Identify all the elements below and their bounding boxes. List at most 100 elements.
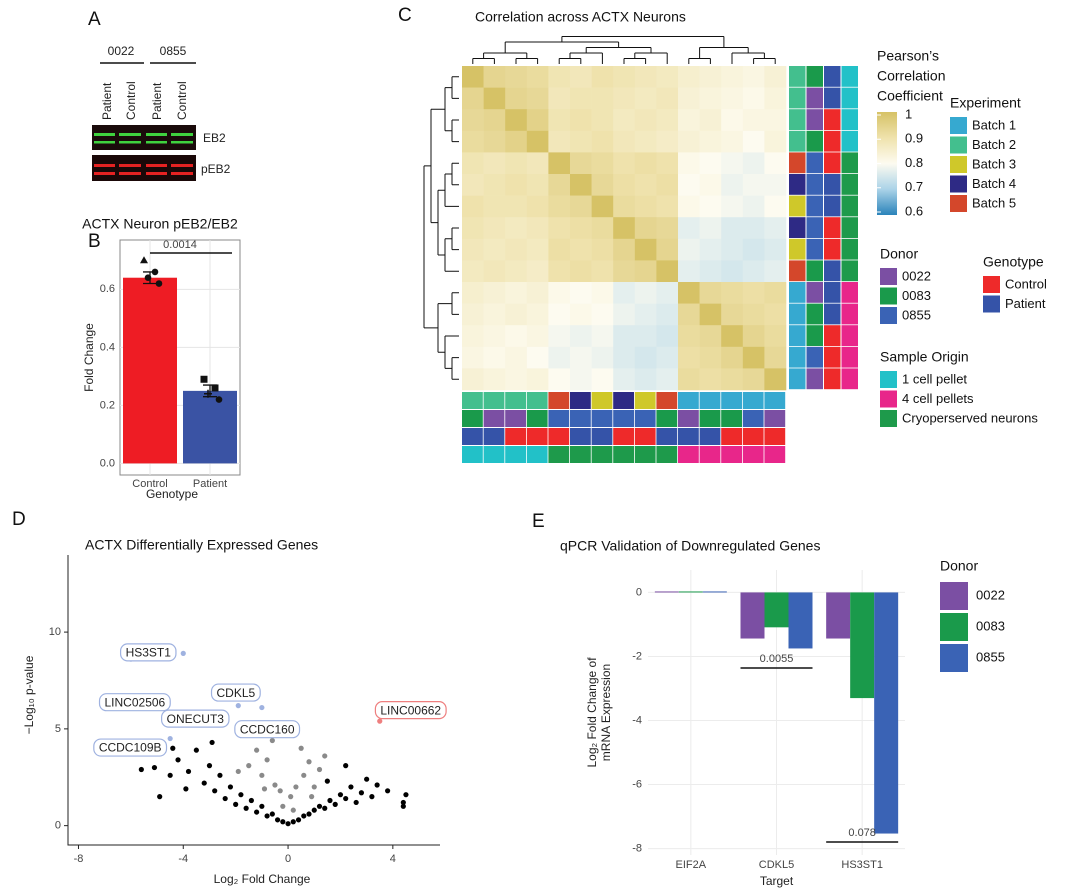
- annotation-cell: [806, 109, 823, 130]
- label-box: [93, 738, 168, 757]
- legend-swatch: [880, 410, 897, 427]
- heatmap-cell: [505, 109, 528, 132]
- heatmap-cell: [678, 346, 700, 369]
- annotation-cell: [841, 303, 858, 325]
- heatmap-cell: [462, 368, 484, 391]
- annotation-cell: [548, 392, 570, 409]
- heatmap-cell: [699, 87, 722, 110]
- heatmap-cell: [678, 325, 700, 348]
- annotation-cell: [841, 195, 858, 217]
- heatmap-cell: [526, 238, 549, 261]
- heatmap-cell: [764, 87, 787, 110]
- heatmap-cell: [742, 66, 765, 88]
- lane-label: Control: [175, 81, 189, 120]
- point: [337, 792, 344, 798]
- annotation-cell: [789, 238, 806, 260]
- point: [248, 797, 254, 804]
- heatmap-cell: [678, 238, 700, 261]
- heatmap-cell: [699, 346, 722, 369]
- heatmap-cell: [678, 109, 700, 132]
- heatmap-cell: [505, 174, 528, 196]
- heatmap-cell: [505, 152, 528, 175]
- heatmap-cell: [526, 260, 549, 283]
- heatmap-cell: [526, 174, 549, 196]
- legend-title: Donor: [880, 246, 918, 262]
- heatmap-cell: [656, 152, 679, 175]
- point: [316, 766, 323, 773]
- point: [259, 704, 265, 711]
- point: [280, 819, 286, 825]
- annotation-cell: [806, 325, 823, 346]
- point: [400, 803, 406, 809]
- heatmap-cell: [505, 130, 528, 153]
- x-tick-label: 0: [285, 853, 291, 865]
- heatmap-cell: [742, 109, 765, 132]
- heatmap-cell: [699, 130, 722, 153]
- heatmap-cell: [721, 368, 744, 391]
- heatmap-cell: [742, 368, 765, 391]
- point: [151, 268, 159, 276]
- point: [217, 772, 223, 778]
- point: [353, 799, 359, 806]
- point-label: LINC02506: [105, 695, 166, 709]
- y-tick-label: 0: [55, 820, 61, 832]
- heatmap-cell: [742, 87, 765, 110]
- heatmap-cell: [548, 130, 571, 153]
- heatmap-cell: [742, 152, 765, 175]
- annotation-cell: [824, 368, 841, 390]
- point: [215, 396, 223, 403]
- heatmap-cell: [483, 282, 506, 304]
- annotation-cell: [806, 174, 823, 195]
- heatmap-cell: [505, 66, 528, 88]
- heatmap-cell: [483, 260, 506, 283]
- heatmap-cell: [570, 152, 592, 175]
- annotation-cell: [824, 303, 841, 325]
- label-box: [119, 643, 177, 662]
- x-tick-label: Control: [132, 478, 167, 490]
- heatmap-cell: [699, 66, 722, 88]
- point: [254, 809, 260, 815]
- heatmap-cell: [656, 346, 679, 369]
- heatmap-cell: [570, 325, 592, 348]
- dendrogram: [423, 165, 438, 329]
- annotation-cell: [764, 392, 786, 409]
- heatmap-cell: [526, 152, 549, 175]
- annotation-cell: [656, 392, 678, 409]
- annotation-cell: [505, 446, 526, 463]
- annotation-cell: [483, 446, 505, 463]
- heatmap-cell: [678, 152, 700, 175]
- annotation-cell: [824, 195, 841, 217]
- bar: [654, 591, 679, 593]
- legend-label: 0855: [902, 307, 931, 322]
- band-red: [94, 164, 193, 175]
- y-axis-label: −Log₁₀ p-value: [22, 655, 36, 734]
- heatmap-cell: [613, 195, 636, 218]
- point: [311, 807, 317, 813]
- annotation-cell: [806, 152, 823, 174]
- x-axis-label: Target: [760, 874, 794, 888]
- point: [261, 786, 268, 792]
- annotation-cell: [841, 174, 858, 195]
- heatmap-cell: [678, 303, 700, 326]
- annotation-cell: [483, 410, 505, 427]
- annotation-cell: [824, 109, 841, 130]
- point-label: LINC00662: [380, 703, 441, 717]
- heatmap-cell: [764, 174, 787, 196]
- bar: [123, 277, 177, 464]
- point: [235, 768, 241, 775]
- legend-swatch: [940, 644, 968, 672]
- annotation-cell: [789, 217, 806, 238]
- heatmap-cell: [656, 130, 679, 153]
- point-label: CCDC109B: [99, 741, 162, 755]
- heatmap-cell: [656, 260, 679, 283]
- heatmap-cell: [656, 109, 679, 132]
- heatmap-cell: [721, 130, 744, 153]
- annotation-cell: [678, 410, 699, 427]
- heatmap-cell: [526, 195, 549, 218]
- annotation-cell: [462, 392, 483, 409]
- heatmap-cell: [570, 260, 592, 283]
- band-label: pEB2: [201, 162, 231, 176]
- point: [200, 375, 208, 383]
- point-label: CDKL5: [217, 686, 256, 700]
- heatmap-cell: [678, 282, 700, 304]
